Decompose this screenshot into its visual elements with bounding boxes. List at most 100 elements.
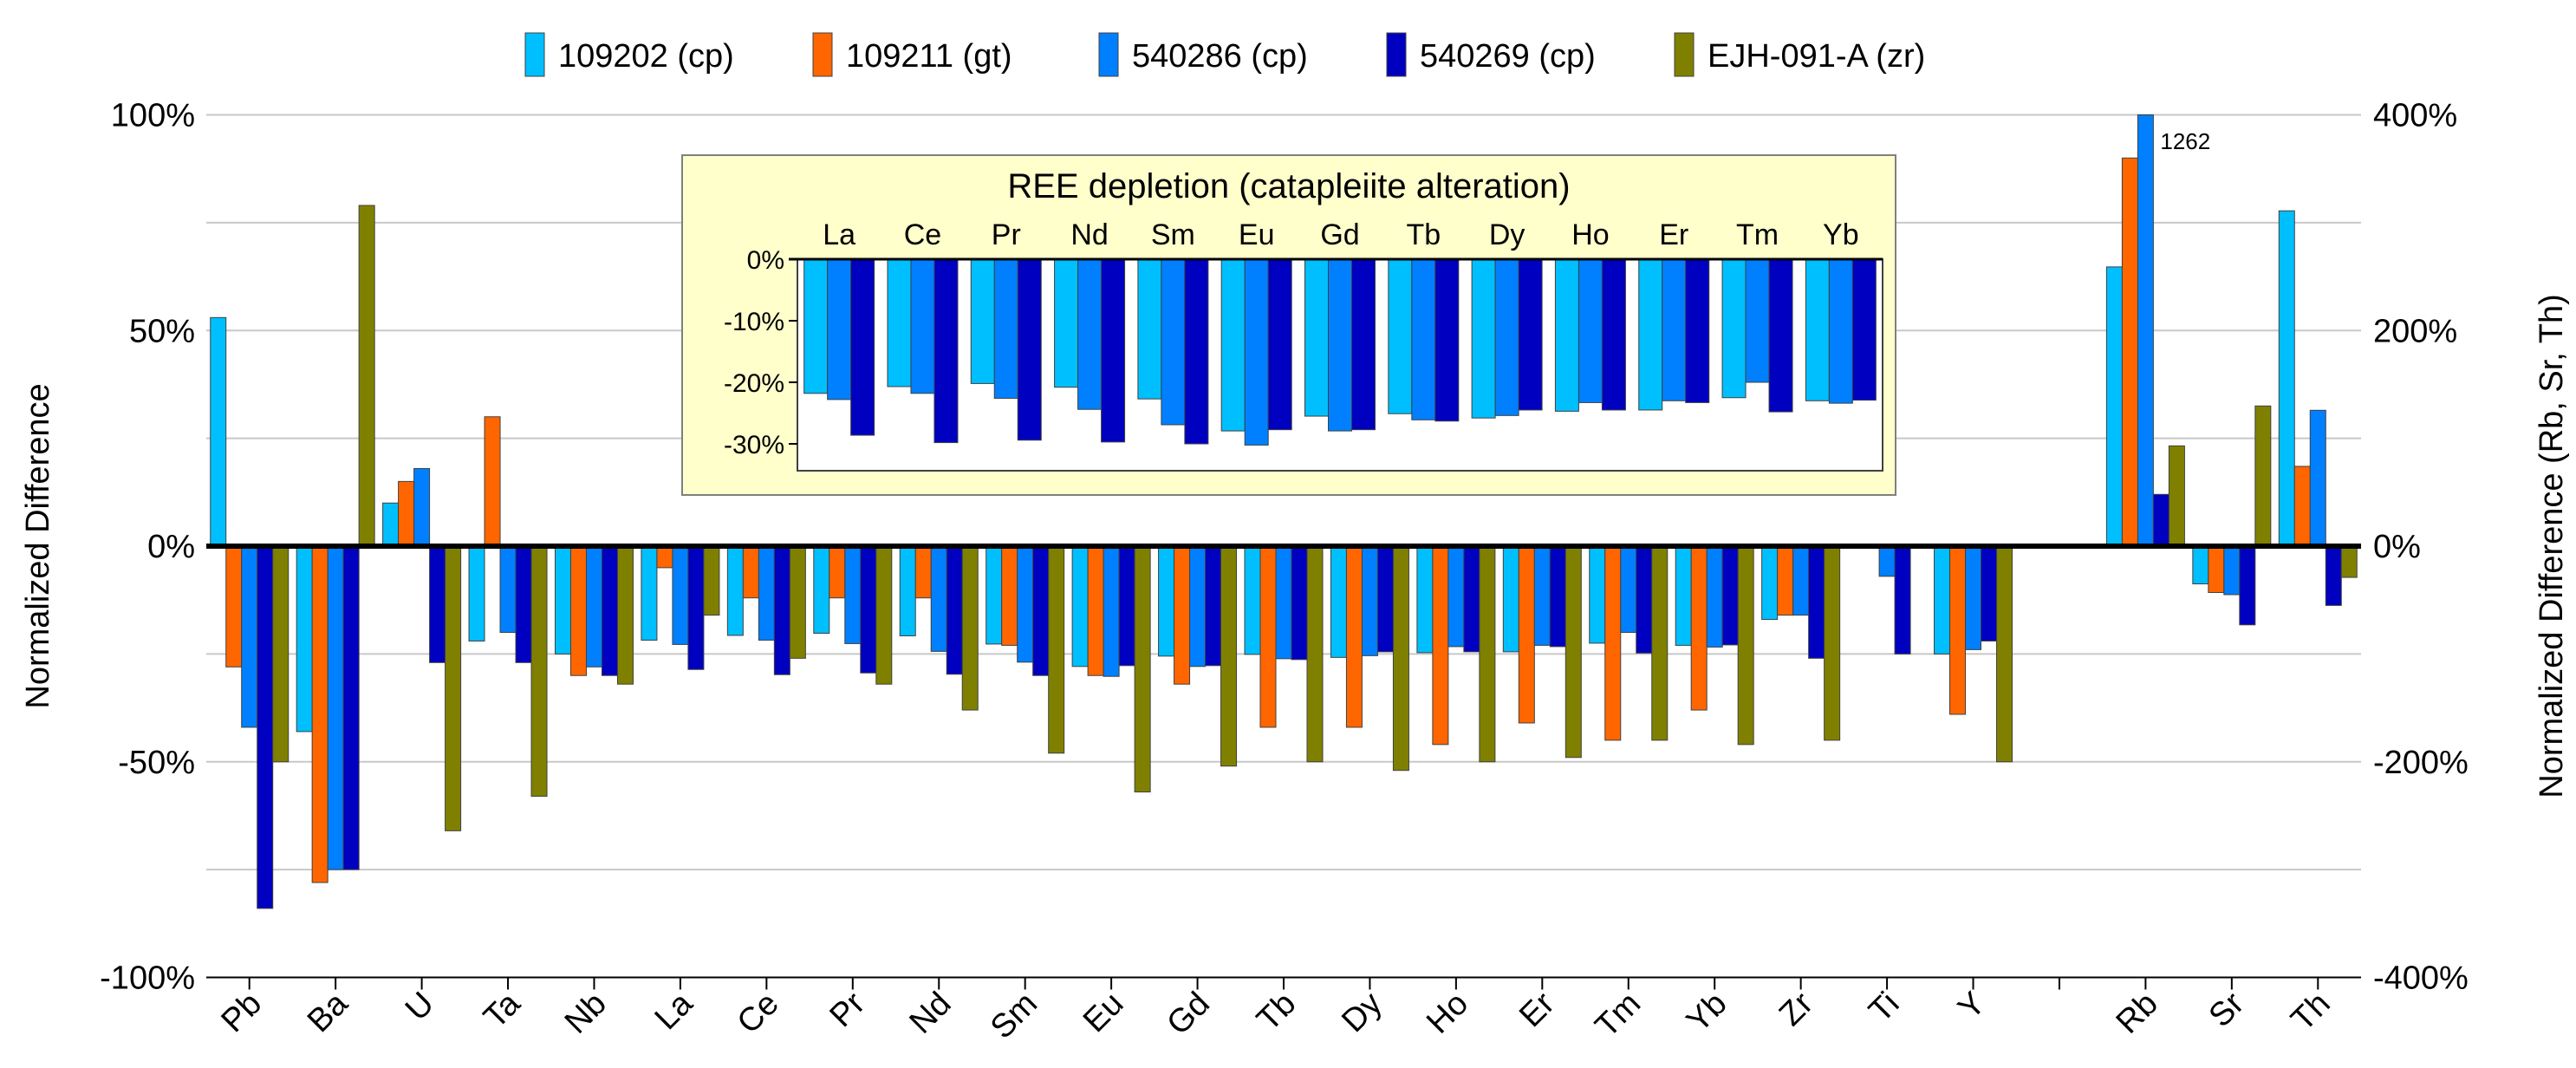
- bar-la-series-1: [656, 545, 673, 569]
- bar-er-series-1: [1518, 545, 1535, 724]
- bar-yb-series-0: [1675, 545, 1692, 646]
- y2-tick-label: 200%: [2373, 313, 2457, 349]
- bar-nd-series-4: [961, 545, 979, 711]
- x-tick-label: Rb: [2110, 986, 2165, 1041]
- y2-axis-title: Normalized Difference (Rb, Sr, Th): [2534, 294, 2570, 798]
- bar-ho-series-4: [1479, 545, 1496, 763]
- bar-zr-series-0: [1761, 545, 1779, 621]
- y-tick-label: 100%: [111, 98, 195, 134]
- inset-bar-eu-series-1: [1244, 258, 1269, 446]
- x-tick-label: Ce: [731, 986, 786, 1041]
- inset-category-label: Gd: [1320, 218, 1359, 251]
- x-tick-label: Tb: [1250, 986, 1303, 1039]
- bar-tb-series-3: [1291, 545, 1308, 661]
- x-tick-label: Pb: [215, 986, 270, 1040]
- bar-tm-series-4: [1651, 545, 1669, 741]
- bar-th-series-2: [2309, 409, 2326, 547]
- legend-swatch: [1674, 32, 1695, 77]
- inset-bar-ce-series-0: [887, 258, 912, 387]
- inset-bar-la-series-0: [803, 258, 829, 394]
- bar-nb-series-1: [569, 545, 587, 676]
- bar-pr-series-2: [844, 545, 862, 644]
- bar-pb-series-2: [241, 545, 258, 728]
- bar-ta-series-1: [484, 416, 501, 547]
- bar-pr-series-3: [860, 545, 877, 674]
- bar-sm-series-2: [1017, 545, 1034, 663]
- bar-dy-series-1: [1345, 545, 1363, 728]
- inset-bar-sm-series-2: [1184, 258, 1209, 445]
- bar-la-series-3: [687, 545, 705, 670]
- x-tick-label: Ta: [477, 985, 528, 1036]
- bar-yb-series-1: [1690, 545, 1708, 711]
- legend-item: 109202 (cp): [524, 32, 734, 77]
- bar-nb-series-0: [554, 545, 571, 654]
- bar-pb-series-4: [272, 545, 289, 763]
- bar-gd-series-1: [1174, 545, 1191, 685]
- bar-la-series-2: [672, 545, 689, 645]
- bar-th-series-0: [2278, 210, 2295, 547]
- bar-pr-series-0: [813, 545, 830, 634]
- bar-rb-series-4: [2168, 445, 2185, 547]
- bar-tb-series-2: [1275, 545, 1292, 660]
- bar-tm-series-3: [1636, 545, 1653, 654]
- bar-sm-series-0: [986, 545, 1003, 645]
- inset-bar-eu-series-2: [1267, 258, 1292, 431]
- inset-bar-ce-series-1: [910, 258, 935, 394]
- bar-la-series-0: [641, 545, 658, 641]
- bar-tm-series-1: [1604, 545, 1622, 741]
- inset-y-tick-label: 0%: [747, 246, 784, 275]
- y2-tick-label: -200%: [2373, 745, 2469, 781]
- inset-bar-sm-series-0: [1137, 258, 1162, 400]
- y2-tick-label: -400%: [2373, 961, 2469, 997]
- inset-bar-eu-series-0: [1220, 258, 1246, 432]
- inset-bar-gd-series-2: [1351, 258, 1376, 431]
- inset-bar-dy-series-0: [1471, 258, 1496, 419]
- bar-ce-series-4: [789, 545, 806, 659]
- inset-bar-tm-series-0: [1721, 258, 1747, 399]
- inset-bar-pr-series-1: [993, 258, 1018, 399]
- inset-bar-tb-series-1: [1411, 258, 1436, 420]
- bar-zr-series-4: [1824, 545, 1841, 741]
- legend-item: 540269 (cp): [1386, 32, 1596, 77]
- bar-th-series-1: [2293, 466, 2311, 547]
- bar-sr-series-0: [2192, 545, 2209, 585]
- inset-category-label: Dy: [1489, 218, 1525, 251]
- bar-pb-series-0: [210, 316, 227, 547]
- x-tick-label: Yb: [1680, 986, 1734, 1040]
- inset-category-label: Tb: [1406, 218, 1441, 251]
- bar-y-series-3: [1981, 545, 1998, 641]
- bar-eu-series-1: [1087, 545, 1104, 676]
- inset-bar-gd-series-0: [1304, 258, 1329, 417]
- bar-nb-series-3: [601, 545, 618, 676]
- inset-title: REE depletion (catapleiite alteration): [1007, 167, 1570, 205]
- bar-ti-series-3: [1894, 545, 1911, 654]
- bar-ta-series-4: [530, 545, 548, 798]
- y2-tick-label: 0%: [2373, 529, 2421, 565]
- x-tick-label: U: [399, 986, 441, 1028]
- inset-bar-dy-series-1: [1494, 258, 1519, 416]
- bar-ho-series-1: [1432, 545, 1449, 746]
- inset-bar-pr-series-0: [970, 258, 995, 384]
- inset-y-tick-label: -30%: [724, 431, 784, 459]
- bar-pb-series-3: [257, 545, 274, 909]
- inset-bar-tm-series-2: [1768, 258, 1793, 413]
- bar-nd-series-1: [914, 545, 932, 599]
- legend-label: 109211 (gt): [846, 38, 1012, 75]
- inset-bar-la-series-1: [827, 258, 852, 400]
- bar-dy-series-0: [1330, 545, 1347, 658]
- inset-bar-er-series-1: [1662, 258, 1687, 401]
- x-tick-label: Gd: [1160, 986, 1217, 1043]
- bar-zr-series-1: [1777, 545, 1794, 616]
- bar-er-series-4: [1564, 545, 1582, 759]
- inset-y-tick-label: -20%: [724, 369, 784, 398]
- x-tick-label: Ti: [1862, 986, 1906, 1030]
- inset-bar-yb-series-2: [1851, 258, 1877, 401]
- bar-gd-series-2: [1189, 545, 1207, 668]
- bar-ba-series-1: [311, 545, 329, 883]
- bar-gd-series-4: [1220, 545, 1238, 767]
- inset-category-label: Pr: [992, 218, 1021, 251]
- bar-sm-series-3: [1032, 545, 1050, 676]
- bar-tb-series-1: [1259, 545, 1277, 728]
- inset-bar-dy-series-2: [1518, 258, 1543, 411]
